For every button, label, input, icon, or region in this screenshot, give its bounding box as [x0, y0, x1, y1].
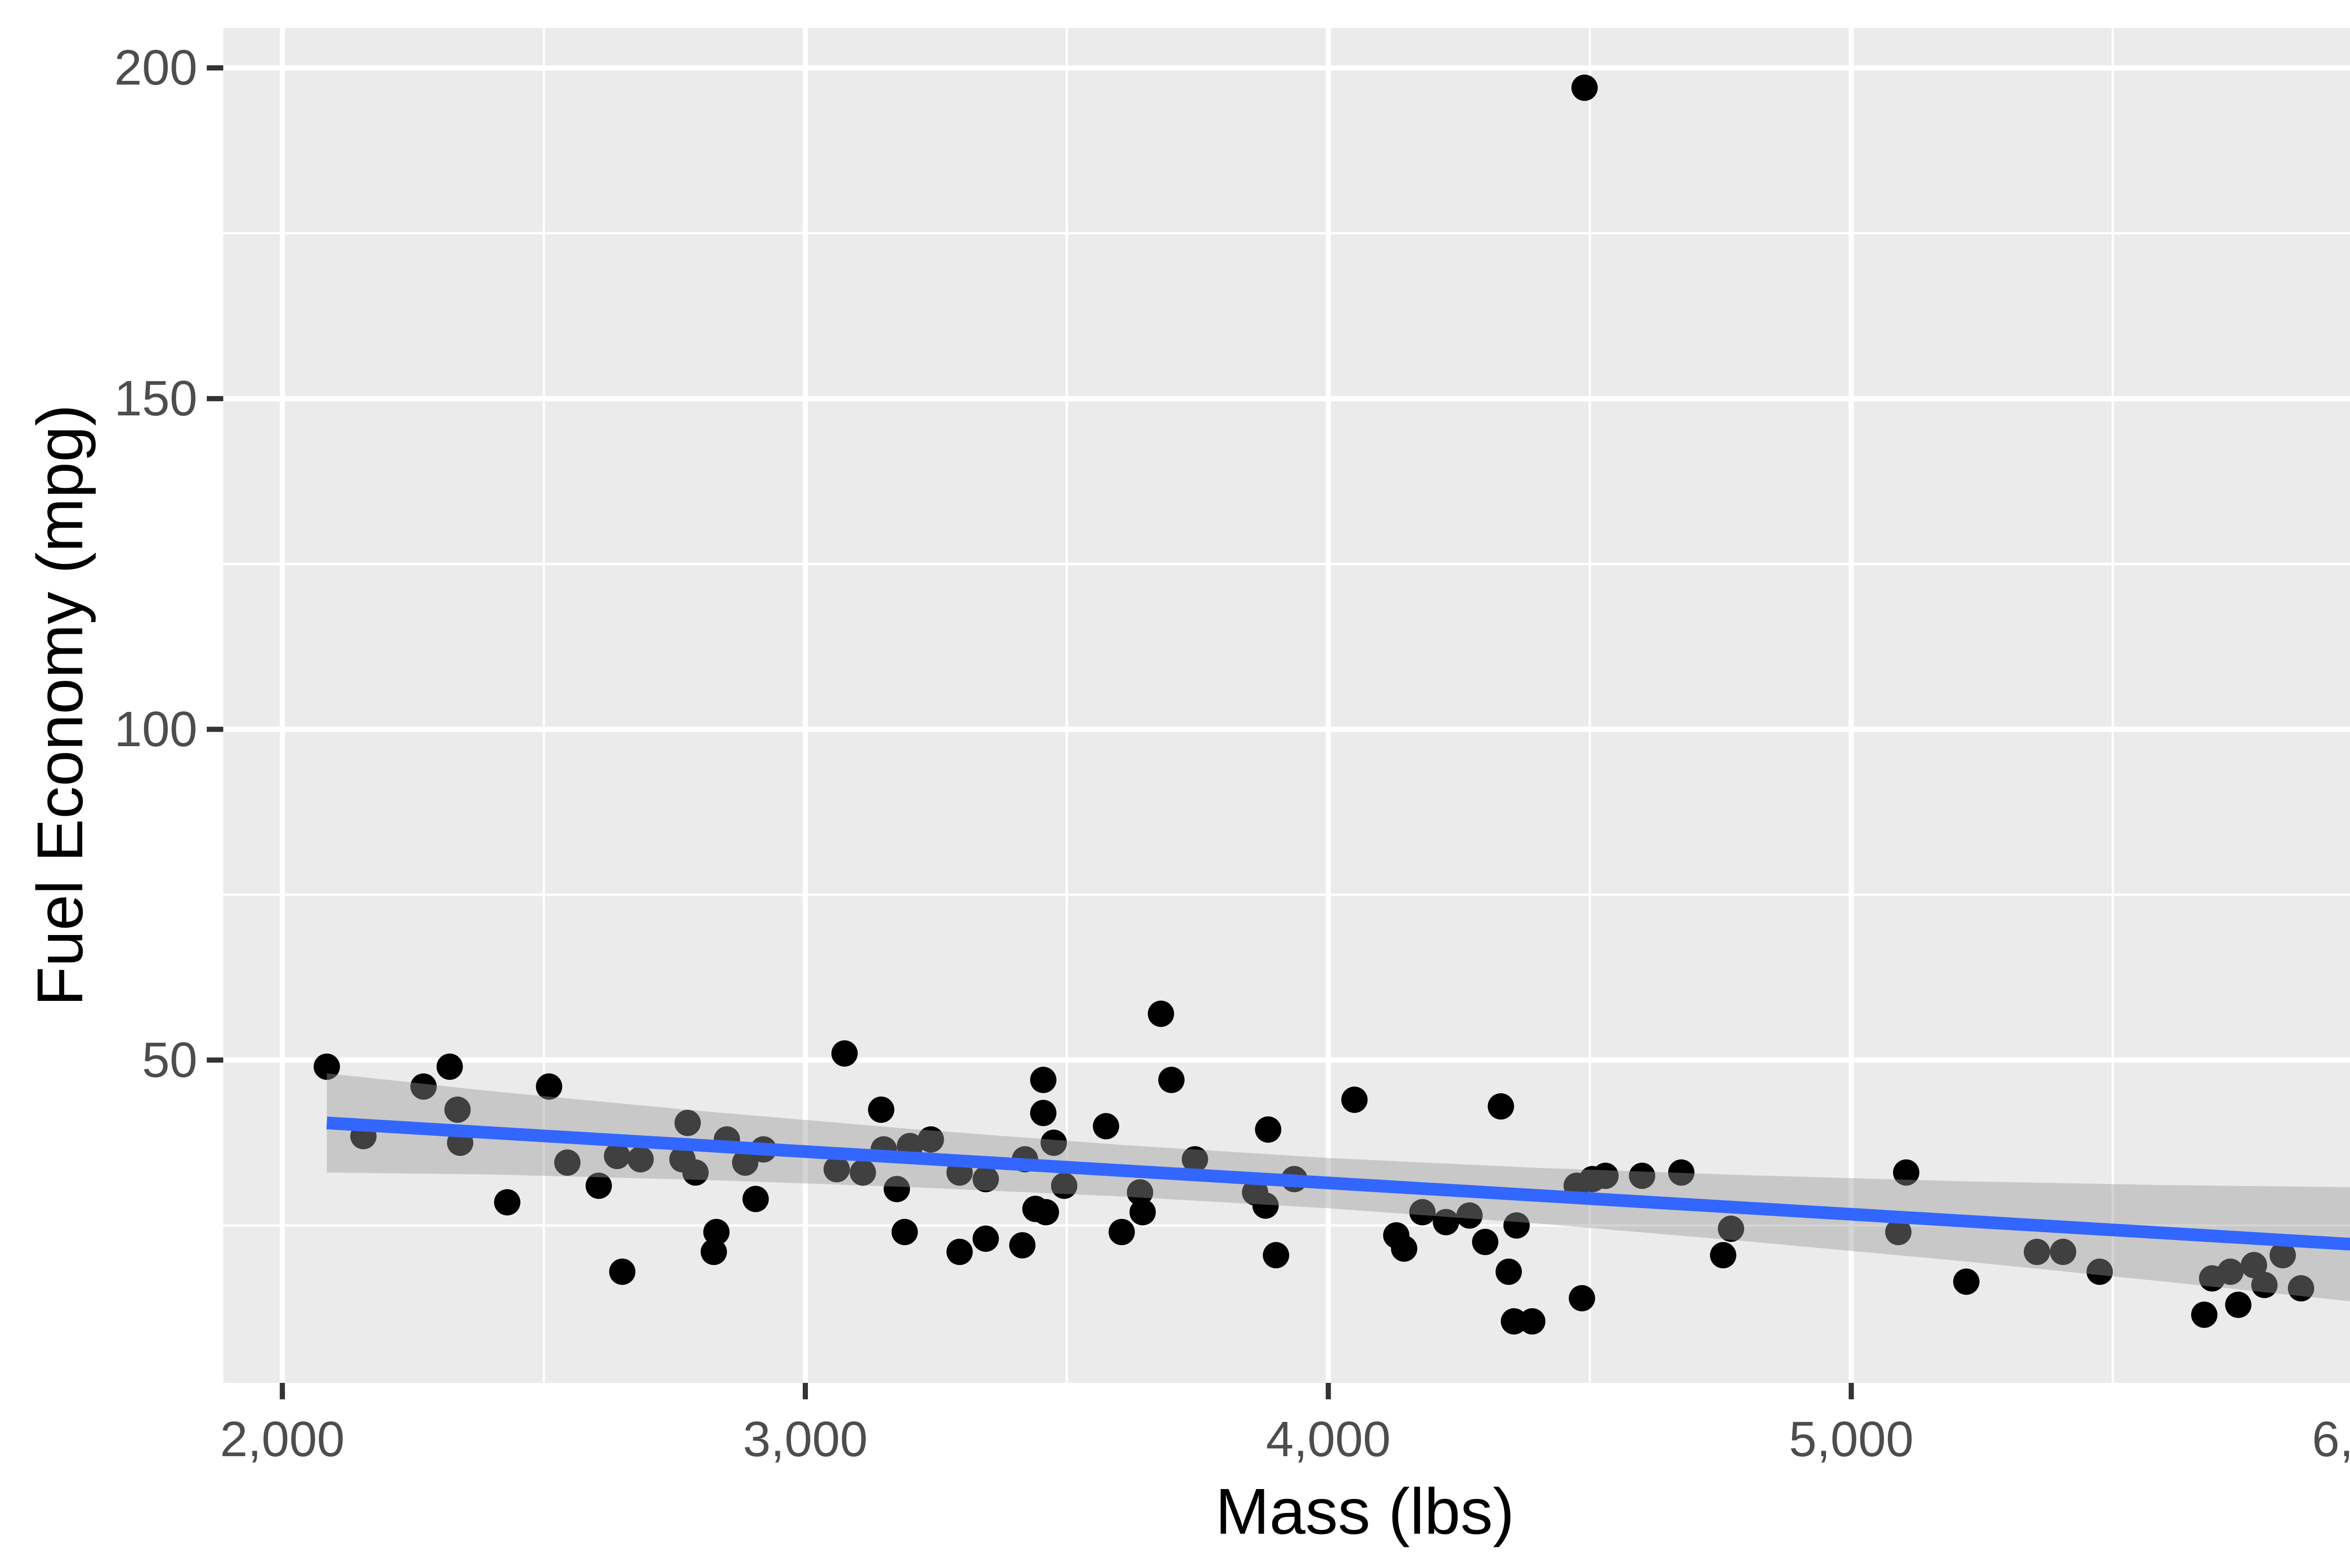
data-point — [1885, 1219, 1912, 1246]
data-point — [732, 1149, 759, 1176]
data-point — [554, 1149, 581, 1176]
data-point — [831, 1040, 858, 1067]
regression-line — [326, 1116, 2350, 1251]
data-point — [1148, 1000, 1175, 1027]
data-point — [742, 1186, 769, 1212]
data-point — [1127, 1179, 1153, 1206]
data-point — [1341, 1086, 1368, 1113]
data-point — [946, 1239, 973, 1265]
data-point — [1093, 1113, 1120, 1139]
data-point — [1488, 1093, 1514, 1120]
data-point — [868, 1096, 894, 1123]
data-point — [823, 1156, 850, 1183]
data-point — [1568, 1285, 1595, 1311]
data-point — [2217, 1258, 2244, 1285]
data-point — [1433, 1209, 1459, 1235]
y-axis-title: Fuel Economy (mpg) — [24, 404, 96, 1006]
data-point — [2269, 1242, 2296, 1269]
data-point — [1009, 1232, 1036, 1259]
data-point — [703, 1219, 730, 1246]
data-point — [2023, 1239, 2050, 1265]
data-point — [1033, 1199, 1059, 1225]
data-point — [609, 1258, 636, 1285]
data-point — [972, 1225, 999, 1252]
data-point — [849, 1159, 876, 1186]
data-point — [2287, 1275, 2314, 1302]
data-point — [1501, 1308, 1528, 1335]
data-point — [884, 1176, 910, 1202]
data-point — [1519, 1308, 1546, 1335]
data-point — [2240, 1252, 2267, 1279]
data-point — [1668, 1159, 1695, 1186]
x-axis-title: Mass (lbs) — [1215, 1475, 1515, 1548]
y-tick-label: 200 — [114, 40, 197, 96]
data-point — [1391, 1235, 1418, 1262]
data-point — [603, 1143, 630, 1170]
data-point — [1252, 1192, 1279, 1219]
data-point — [494, 1189, 521, 1216]
data-point — [1051, 1172, 1078, 1199]
data-point — [1262, 1242, 1289, 1269]
x-tick-label: 6,000 — [2311, 1412, 2350, 1467]
data-point — [2251, 1272, 2278, 1298]
data-point — [1710, 1242, 1737, 1269]
x-tick-label: 2,000 — [220, 1412, 345, 1467]
data-point — [1129, 1199, 1156, 1225]
data-point — [1108, 1219, 1135, 1246]
x-tick-label: 3,000 — [743, 1412, 868, 1467]
data-point — [1182, 1146, 1208, 1173]
data-point — [972, 1166, 999, 1193]
data-point — [674, 1109, 701, 1136]
data-point — [1456, 1202, 1483, 1229]
data-point — [1255, 1116, 1282, 1143]
data-point — [1030, 1067, 1057, 1093]
y-tick-label: 150 — [114, 371, 197, 427]
data-point — [917, 1126, 944, 1153]
data-point — [1953, 1268, 1980, 1295]
data-point — [313, 1053, 340, 1080]
x-tick-label: 4,000 — [1266, 1412, 1391, 1467]
data-point — [536, 1073, 563, 1100]
data-point — [1472, 1229, 1498, 1256]
x-tick-label: 5,000 — [1789, 1412, 1914, 1467]
data-point — [1030, 1100, 1057, 1126]
data-point — [1592, 1162, 1619, 1189]
data-point — [1496, 1258, 1522, 1285]
y-tick-label: 50 — [142, 1032, 197, 1088]
data-point — [1717, 1216, 1744, 1242]
data-point — [1158, 1067, 1185, 1093]
data-point — [627, 1146, 654, 1173]
data-point — [2050, 1239, 2076, 1265]
data-point — [891, 1219, 918, 1246]
data-point — [1040, 1129, 1067, 1156]
data-point — [410, 1073, 437, 1100]
data-point — [1409, 1199, 1436, 1225]
data-point — [1503, 1212, 1530, 1239]
data-point — [700, 1239, 727, 1265]
data-point — [2191, 1302, 2217, 1328]
data-point — [436, 1053, 463, 1080]
data-point — [2225, 1291, 2252, 1318]
data-point — [444, 1096, 471, 1123]
data-point — [1571, 74, 1598, 101]
data-point — [585, 1172, 612, 1199]
data-point — [682, 1159, 709, 1186]
data-point — [1893, 1159, 1919, 1186]
data-point — [1629, 1162, 1655, 1189]
data-point — [2086, 1258, 2113, 1285]
y-tick-label: 100 — [114, 702, 197, 757]
